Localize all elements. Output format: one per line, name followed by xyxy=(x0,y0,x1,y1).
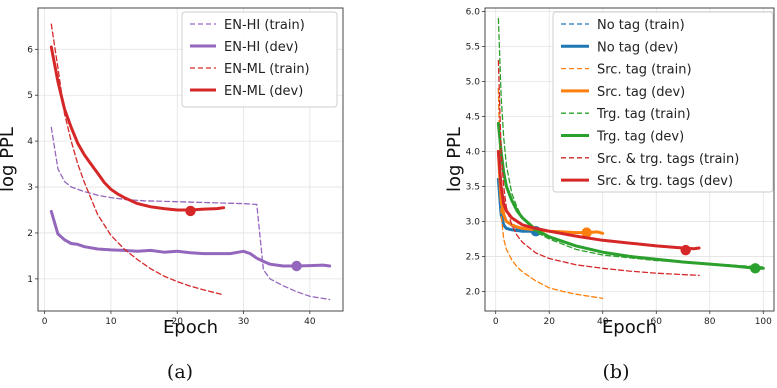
legend-label: No tag (dev) xyxy=(597,40,678,55)
legend: EN-HI (train) EN-HI (dev) EN-ML (train) EN-… xyxy=(181,11,338,108)
y-tick-label: 2 xyxy=(27,229,33,239)
x-tick-label: 0 xyxy=(493,317,499,327)
panel-caption: (b) xyxy=(603,361,630,383)
y-tick-label: 3.0 xyxy=(466,217,481,227)
x-tick-label: 10 xyxy=(105,317,117,327)
y-tick-label: 4.5 xyxy=(466,112,480,122)
series-line xyxy=(497,17,764,268)
y-tick-label: 4 xyxy=(27,137,33,147)
y-tick-label: 2.5 xyxy=(466,252,480,262)
y-tick-label: 5.5 xyxy=(466,42,480,52)
series-line xyxy=(496,122,765,270)
x-tick-label: 0 xyxy=(42,317,48,327)
legend-label: EN-HI (train) xyxy=(224,18,305,33)
legend-box xyxy=(552,11,774,193)
x-tick-label: 100 xyxy=(755,317,772,327)
y-tick-label: 4.0 xyxy=(466,147,481,157)
best-checkpoint-marker xyxy=(750,263,761,274)
y-tick-label: 3 xyxy=(27,183,33,193)
x-tick-label: 80 xyxy=(704,317,716,327)
legend-label: Trg. tag (train) xyxy=(596,107,691,122)
axes-frame xyxy=(484,7,775,312)
legend-label: Src. & trg. tags (train) xyxy=(597,152,739,167)
legend-label: Src. tag (train) xyxy=(597,63,692,78)
x-axis-label: Epoch xyxy=(602,317,657,338)
series-line xyxy=(497,59,700,276)
best-checkpoint-marker xyxy=(291,260,302,272)
axes-frame xyxy=(37,7,344,312)
series-line xyxy=(496,150,701,251)
best-checkpoint-marker xyxy=(185,205,196,217)
y-tick-label: 3.5 xyxy=(466,182,480,192)
legend: No tag (train) No tag (dev) Src. tag (trai… xyxy=(552,11,774,193)
panel-caption: (a) xyxy=(167,361,193,383)
y-tick-label: 5 xyxy=(27,91,33,101)
y-axis-label: log PPL xyxy=(0,127,18,192)
y-tick-label: 6.0 xyxy=(466,7,481,17)
x-tick-label: 40 xyxy=(597,317,609,327)
x-tick-label: 40 xyxy=(304,317,316,327)
x-axis-label: Epoch xyxy=(163,317,218,338)
legend-label: EN-ML (dev) xyxy=(224,84,303,99)
y-tick-label: 5.0 xyxy=(466,77,481,87)
legend-label: Trg. tag (dev) xyxy=(596,130,684,145)
series-line xyxy=(50,126,331,301)
y-tick-label: 1 xyxy=(27,275,33,285)
legend-label: Src. & trg. tags (dev) xyxy=(597,174,733,189)
chart-panel-b: 0 20 40 60 80 100 2.0 2.5 3.0 3.5 4.0 4.5 5.0 5.5 6.0 N… xyxy=(444,7,775,383)
y-tick-label: 6 xyxy=(27,45,33,55)
legend-label: EN-ML (train) xyxy=(224,62,310,77)
series-line xyxy=(497,87,604,300)
series-line xyxy=(50,23,225,296)
y-axis-label: log PPL xyxy=(444,127,465,192)
x-tick-label: 20 xyxy=(172,317,184,327)
legend-box xyxy=(181,11,338,108)
y-tick-label: 2.0 xyxy=(466,287,481,297)
x-tick-label: 30 xyxy=(238,317,250,327)
legend-label: No tag (train) xyxy=(597,18,685,33)
x-tick-label: 20 xyxy=(543,317,555,327)
best-checkpoint-marker xyxy=(680,244,691,256)
x-tick-label: 60 xyxy=(651,317,663,327)
legend-label: Src. tag (dev) xyxy=(597,85,685,100)
legend-label: EN-HI (dev) xyxy=(224,40,298,55)
series-line xyxy=(49,209,332,268)
best-checkpoint-marker xyxy=(581,227,592,238)
